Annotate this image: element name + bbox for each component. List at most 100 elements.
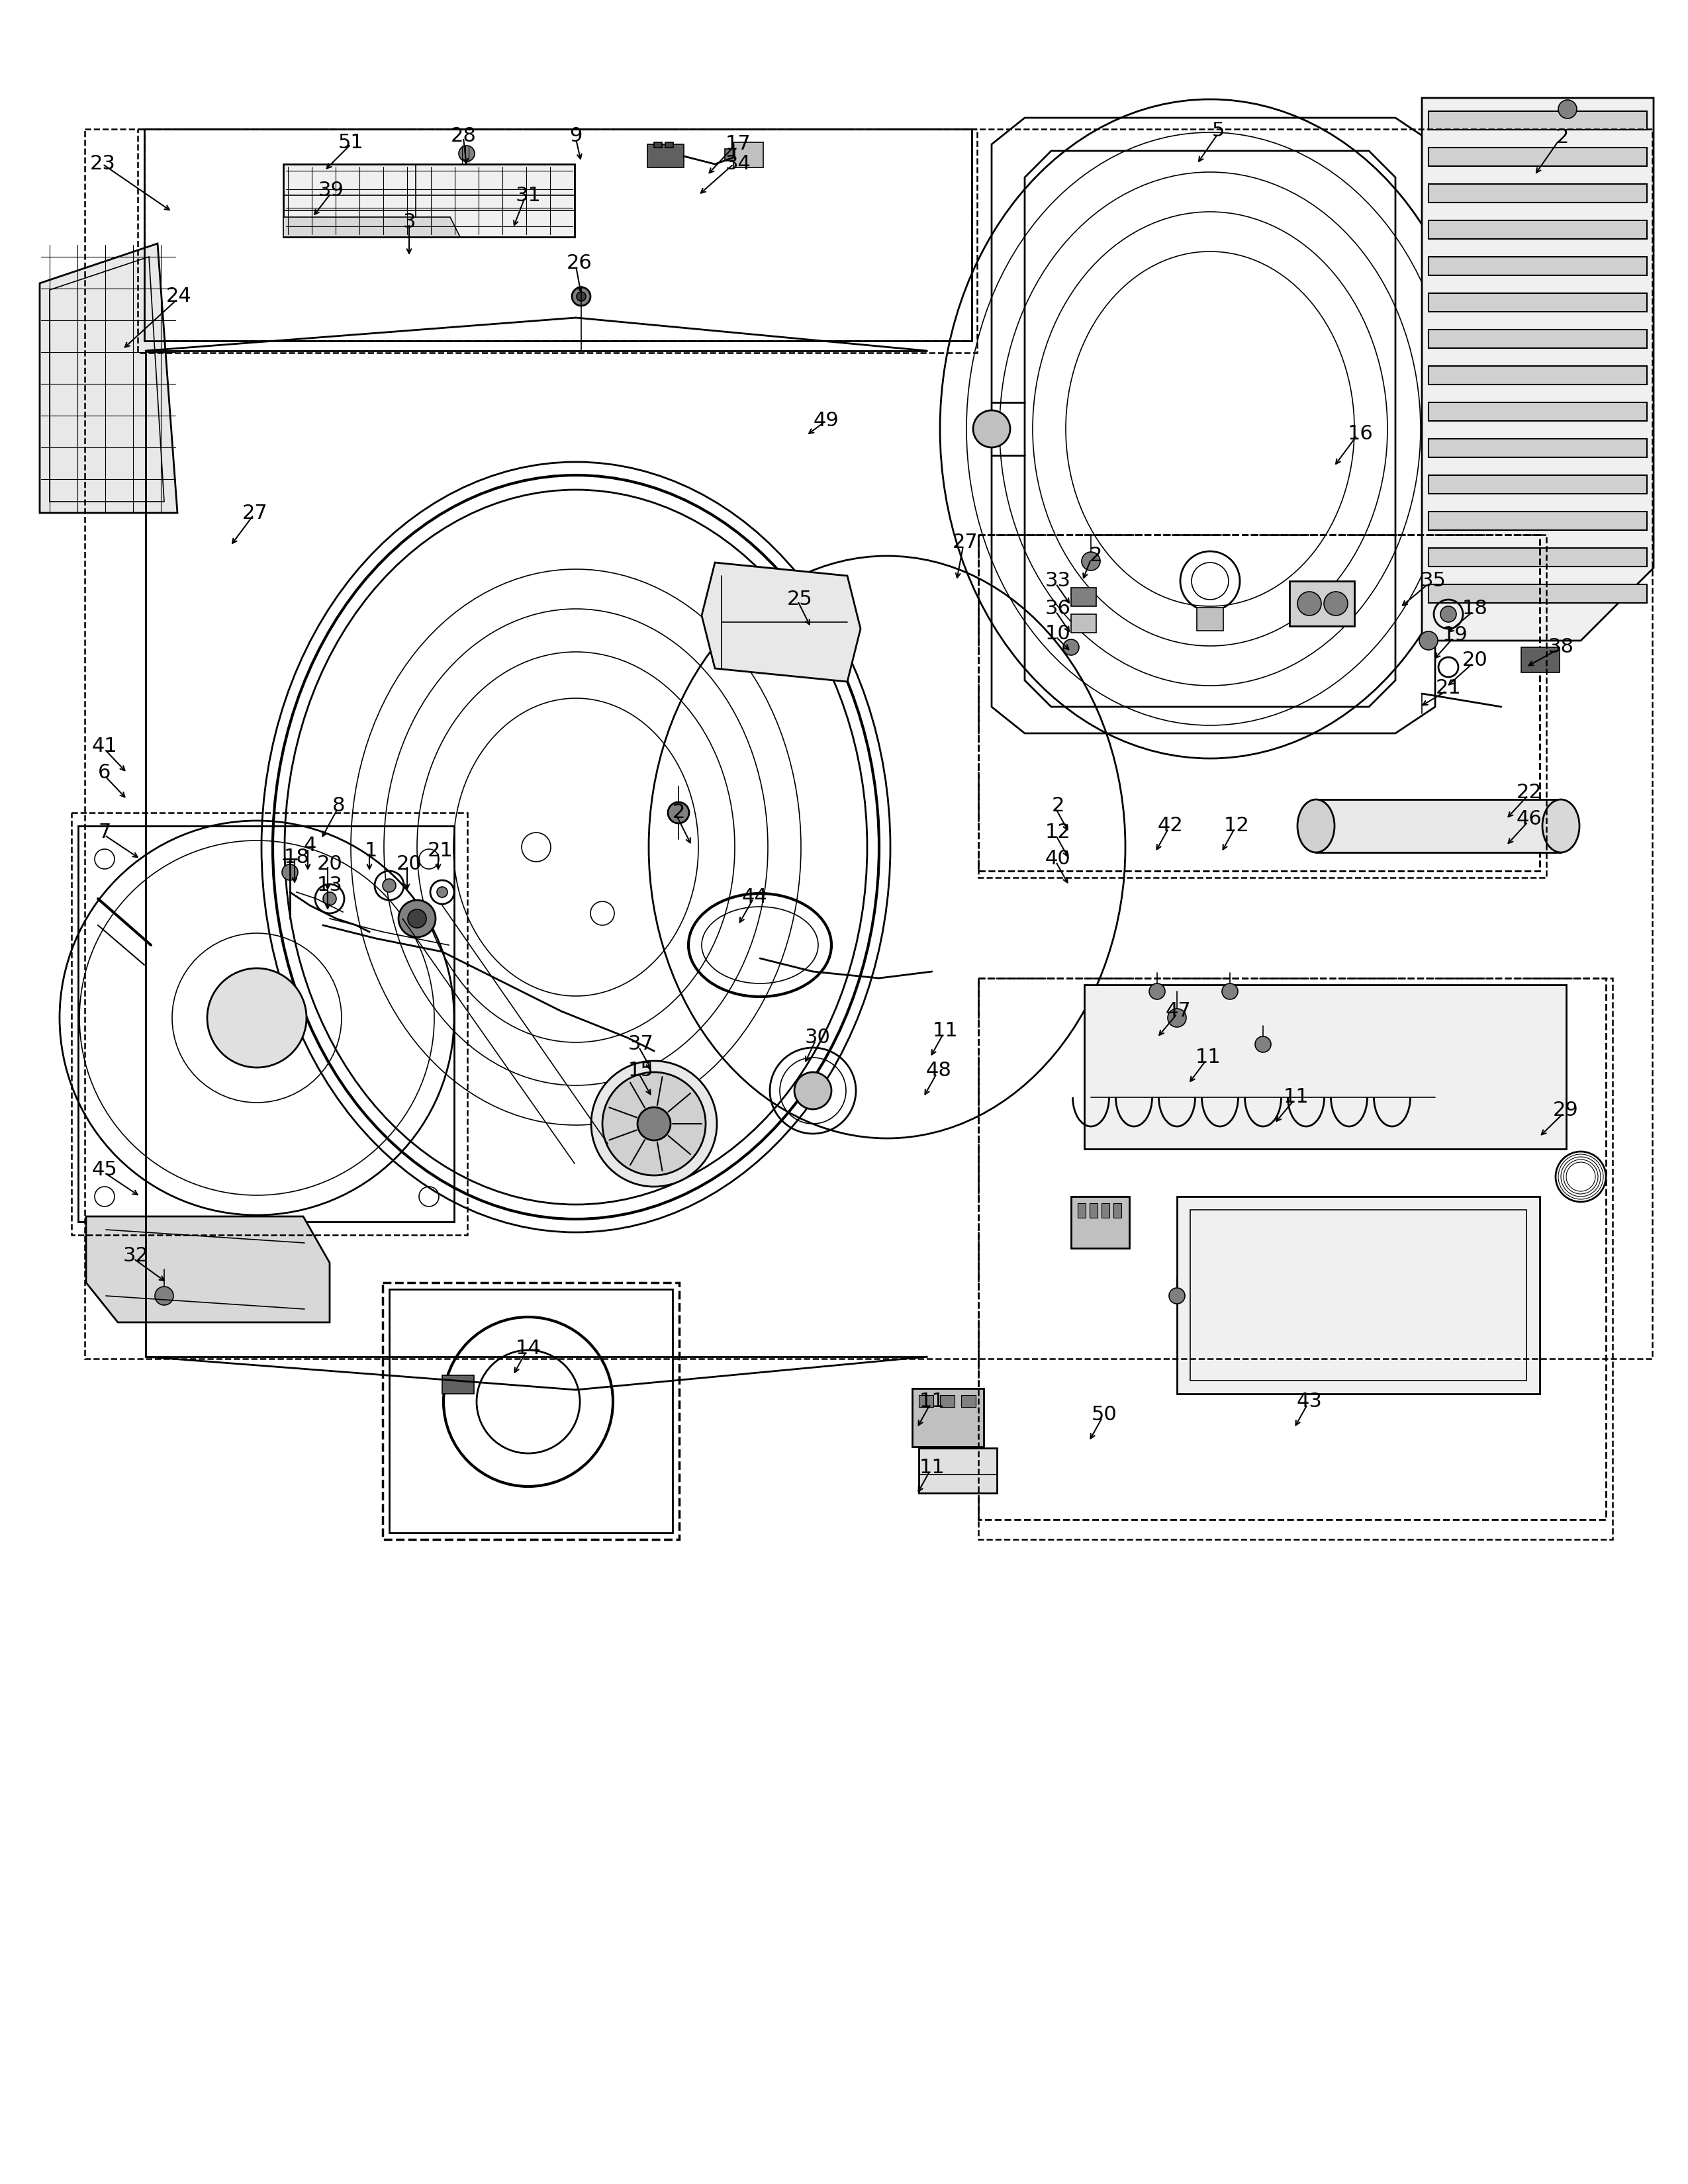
Text: 8: 8: [333, 797, 346, 815]
Circle shape: [1323, 592, 1347, 616]
Bar: [665, 142, 674, 149]
Bar: [1190, 1210, 1526, 1380]
Bar: [1290, 581, 1354, 627]
Text: 7: 7: [98, 823, 111, 843]
Bar: [979, 978, 1605, 1520]
Text: 21: 21: [1435, 679, 1462, 699]
Circle shape: [282, 865, 297, 880]
Text: 48: 48: [925, 1061, 952, 1081]
Circle shape: [1170, 1289, 1185, 1304]
Bar: [979, 535, 1546, 878]
Text: 3: 3: [403, 212, 415, 232]
Text: 43: 43: [1296, 1391, 1322, 1411]
Text: 27: 27: [952, 533, 977, 553]
Text: 11: 11: [1283, 1088, 1308, 1107]
Bar: [1177, 1197, 1539, 1393]
Bar: [912, 1389, 984, 1446]
Text: 6: 6: [98, 764, 111, 782]
Text: 40: 40: [1045, 850, 1070, 869]
Ellipse shape: [1298, 799, 1335, 852]
Circle shape: [638, 1107, 670, 1140]
Text: 24: 24: [165, 286, 191, 306]
Text: 20: 20: [317, 854, 343, 874]
Circle shape: [1440, 607, 1457, 622]
Circle shape: [577, 293, 586, 301]
Text: 22: 22: [1516, 784, 1541, 802]
Text: 14: 14: [515, 1339, 542, 1358]
Text: 38: 38: [1548, 638, 1573, 657]
Text: 9: 9: [569, 127, 582, 146]
Text: 20: 20: [397, 854, 422, 874]
Text: 19: 19: [1442, 627, 1469, 644]
Polygon shape: [284, 216, 461, 236]
Polygon shape: [1428, 258, 1647, 275]
Polygon shape: [1421, 98, 1654, 640]
Circle shape: [437, 887, 447, 898]
Bar: [383, 1282, 679, 1540]
Circle shape: [668, 802, 689, 823]
Polygon shape: [1428, 439, 1647, 456]
Bar: [71, 812, 468, 1234]
Text: 41: 41: [91, 736, 118, 756]
Bar: [940, 1396, 954, 1406]
Bar: [918, 1448, 998, 1494]
Circle shape: [1168, 1009, 1187, 1026]
Text: 21: 21: [427, 841, 452, 860]
Text: 11: 11: [1195, 1048, 1220, 1068]
Circle shape: [1082, 553, 1101, 570]
Circle shape: [603, 1072, 706, 1175]
Text: 47: 47: [1165, 1002, 1192, 1020]
Text: 2: 2: [1556, 129, 1568, 146]
Text: 4: 4: [304, 836, 316, 856]
Polygon shape: [1428, 221, 1647, 238]
Bar: [724, 149, 734, 162]
Text: 46: 46: [1516, 810, 1541, 830]
Text: 17: 17: [726, 135, 751, 153]
Text: 12: 12: [1224, 817, 1249, 836]
Bar: [979, 535, 1539, 871]
Polygon shape: [1428, 183, 1647, 203]
Bar: [960, 1396, 976, 1406]
Text: 37: 37: [628, 1035, 653, 1055]
Circle shape: [322, 891, 336, 906]
Text: 34: 34: [726, 155, 751, 175]
Text: 1: 1: [365, 841, 376, 860]
Text: 23: 23: [89, 155, 115, 175]
Text: 45: 45: [91, 1160, 118, 1179]
Circle shape: [1558, 100, 1577, 118]
Text: 18: 18: [284, 847, 309, 867]
Bar: [78, 826, 454, 1221]
Text: 13: 13: [317, 876, 343, 895]
Bar: [979, 978, 1612, 1540]
Circle shape: [1150, 983, 1165, 1000]
Circle shape: [572, 288, 591, 306]
Circle shape: [1298, 592, 1322, 616]
Bar: [734, 142, 763, 168]
Text: 11: 11: [932, 1022, 959, 1042]
Bar: [648, 144, 684, 168]
Text: 50: 50: [1092, 1404, 1117, 1424]
Circle shape: [459, 146, 474, 162]
Text: 42: 42: [1158, 817, 1183, 836]
Bar: [1072, 1197, 1129, 1249]
Circle shape: [245, 1007, 268, 1031]
Polygon shape: [1428, 548, 1647, 566]
Text: 2: 2: [1052, 797, 1063, 815]
Circle shape: [208, 968, 307, 1068]
Text: 11: 11: [920, 1391, 945, 1411]
Polygon shape: [1428, 149, 1647, 166]
Text: 11: 11: [920, 1459, 945, 1479]
Polygon shape: [1428, 330, 1647, 347]
Polygon shape: [1428, 402, 1647, 422]
Text: 26: 26: [567, 253, 592, 273]
Text: 29: 29: [1553, 1101, 1578, 1120]
Text: 36: 36: [1045, 598, 1070, 618]
Text: 28: 28: [451, 127, 476, 146]
Polygon shape: [41, 245, 177, 513]
Bar: [138, 129, 977, 354]
Circle shape: [972, 411, 1009, 448]
Polygon shape: [1428, 585, 1647, 603]
Circle shape: [1256, 1037, 1271, 1053]
Text: 31: 31: [515, 186, 542, 205]
Text: 30: 30: [805, 1029, 830, 1048]
